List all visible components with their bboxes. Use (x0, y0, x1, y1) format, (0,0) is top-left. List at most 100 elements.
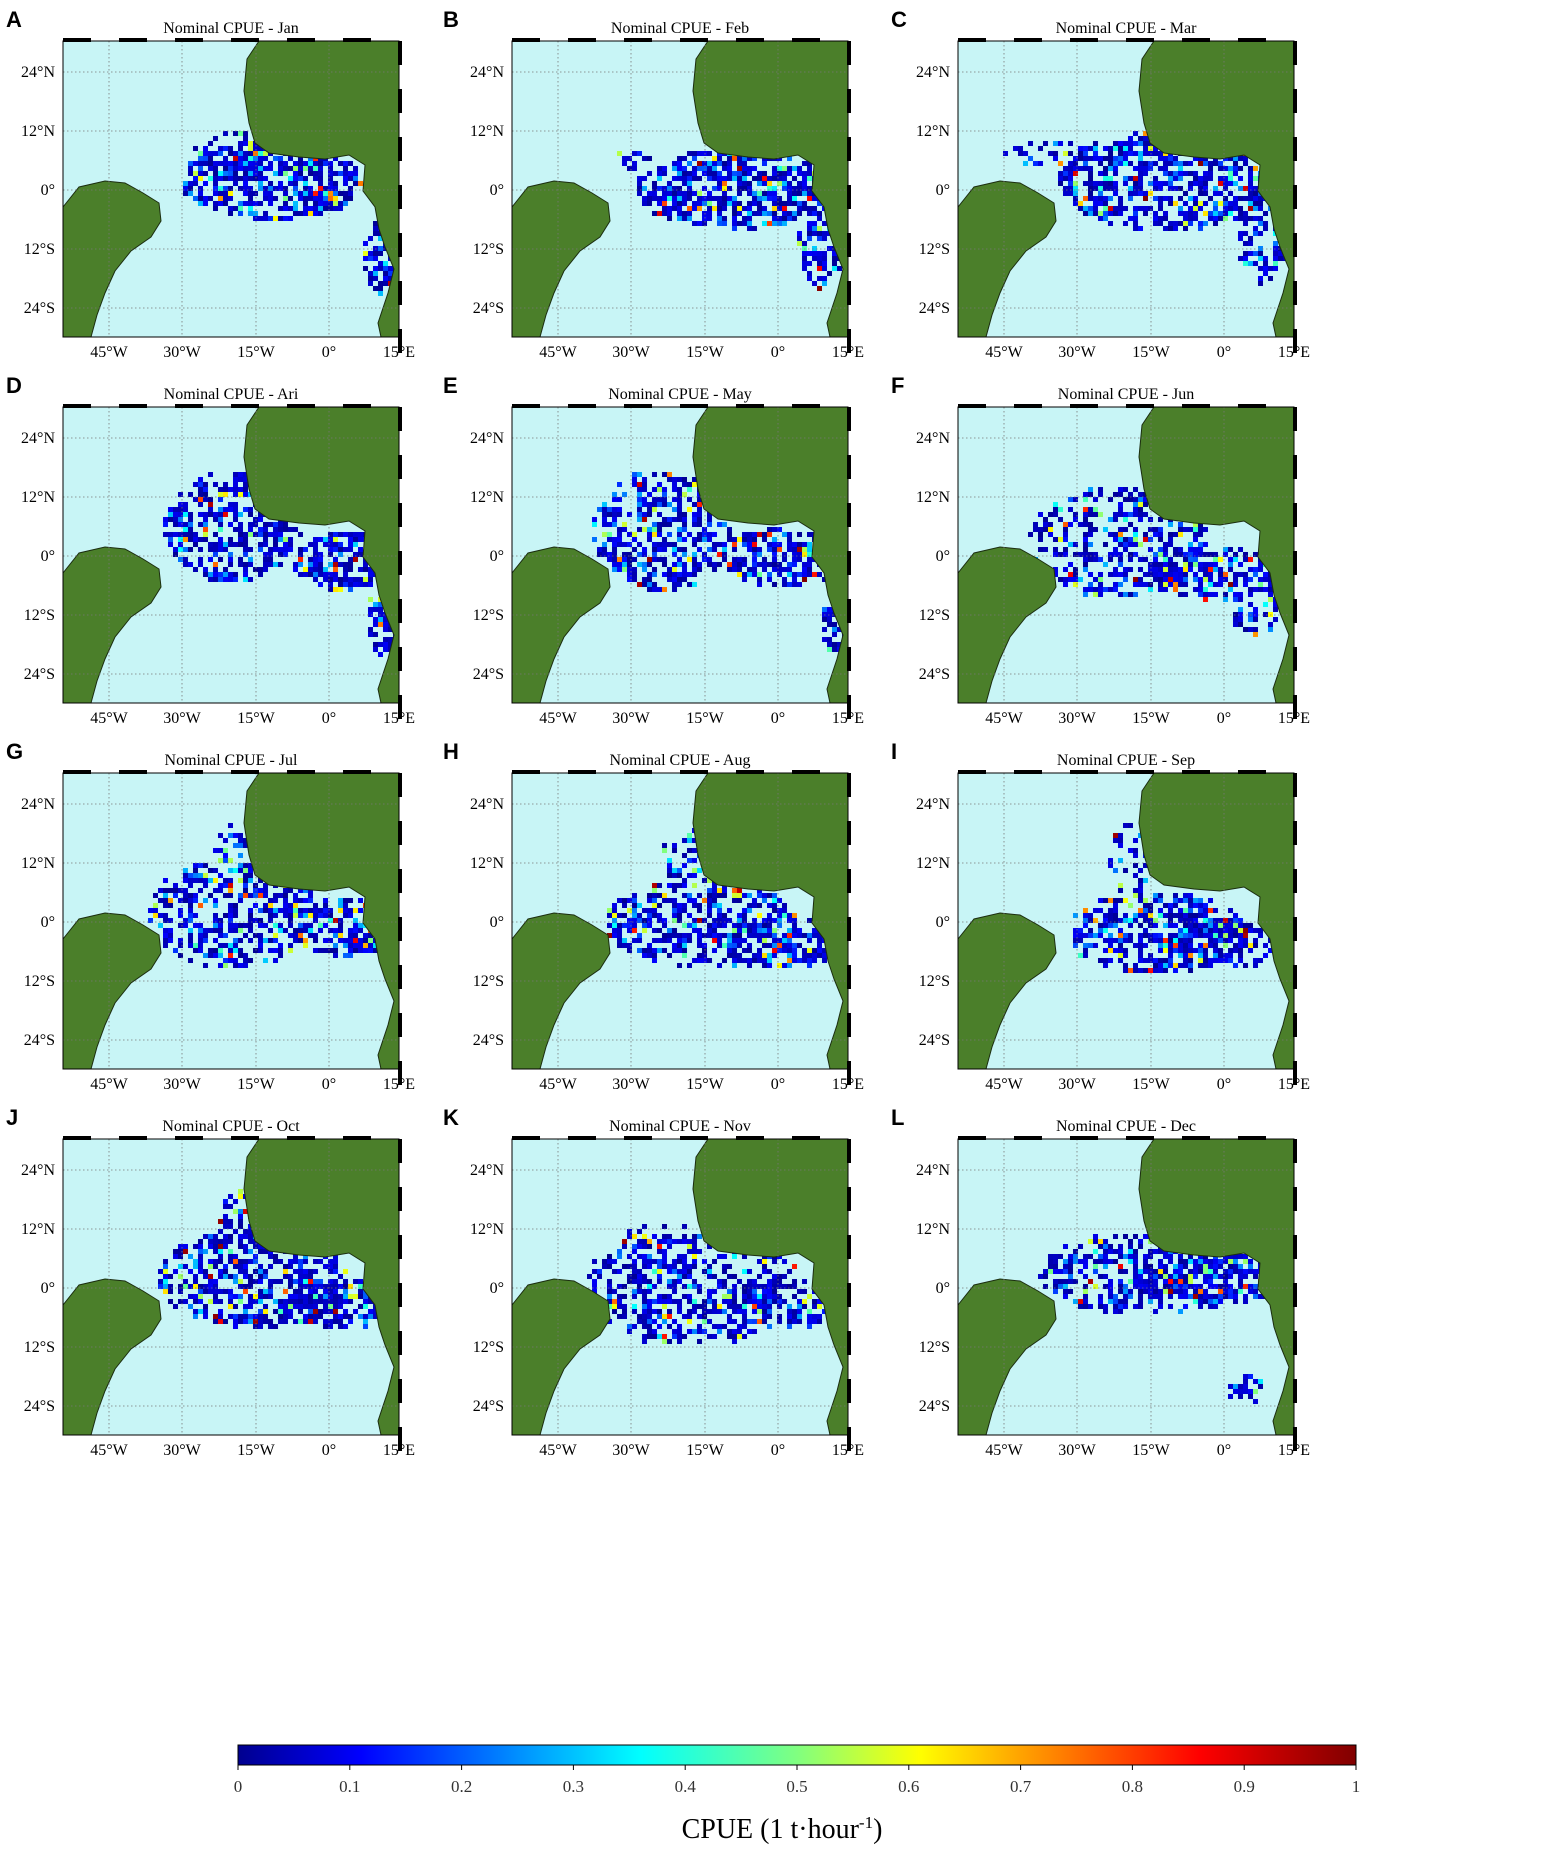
cpue-cell (343, 572, 348, 577)
cpue-cell (223, 482, 228, 487)
cpue-cell (837, 627, 842, 632)
cpue-cell (707, 1334, 712, 1339)
cpue-cell (198, 928, 203, 933)
cpue-cell (1168, 532, 1173, 537)
cpue-cell (1083, 908, 1088, 913)
cpue-cell (737, 181, 742, 186)
cpue-cell (298, 557, 303, 562)
cpue-cell (373, 602, 378, 607)
cpue-cell (1243, 256, 1248, 261)
cpue-cell (1043, 522, 1048, 527)
cpue-cell (727, 1304, 732, 1309)
cpue-cell (198, 943, 203, 948)
cpue-cell (253, 1269, 258, 1274)
cpue-cell (1263, 953, 1268, 958)
cpue-cell (248, 878, 253, 883)
cpue-cell (617, 542, 622, 547)
cpue-cell (642, 1254, 647, 1259)
cpue-cell (787, 567, 792, 572)
cpue-cell (218, 517, 223, 522)
cpue-cell (1088, 943, 1093, 948)
cpue-cell (178, 898, 183, 903)
cpue-cell (747, 226, 752, 231)
cpue-cell (737, 537, 742, 542)
cpue-cell (767, 903, 772, 908)
cpue-cell (253, 948, 258, 953)
cpue-cell (752, 537, 757, 542)
cpue-cell (343, 898, 348, 903)
cpue-cell (278, 156, 283, 161)
cpue-cell (1198, 186, 1203, 191)
cpue-cell (1138, 557, 1143, 562)
cpue-cell (682, 1234, 687, 1239)
cpue-cell (757, 1259, 762, 1264)
cpue-cell (832, 622, 837, 627)
cpue-cell (268, 938, 273, 943)
cpue-cell (742, 221, 747, 226)
cpue-cell (677, 532, 682, 537)
cpue-cell (288, 176, 293, 181)
cpue-cell (1273, 261, 1278, 266)
cpue-cell (1158, 151, 1163, 156)
cpue-cell (368, 251, 373, 256)
cpue-cell (348, 537, 353, 542)
cpue-cell (782, 582, 787, 587)
cpue-cell (348, 582, 353, 587)
cpue-cell (223, 1239, 228, 1244)
cpue-cell (1138, 176, 1143, 181)
cpue-cell (802, 958, 807, 963)
cpue-cell (657, 883, 662, 888)
cpue-cell (1188, 557, 1193, 562)
cpue-cell (283, 552, 288, 557)
cpue-cell (298, 898, 303, 903)
cpue-cell (308, 923, 313, 928)
cpue-cell (1223, 186, 1228, 191)
cpue-cell (173, 948, 178, 953)
cpue-cell (273, 156, 278, 161)
cpue-cell (767, 1269, 772, 1274)
cpue-cell (193, 873, 198, 878)
cpue-cell (1268, 577, 1273, 582)
cpue-cell (1128, 196, 1133, 201)
cpue-cell (1203, 918, 1208, 923)
cpue-cell (697, 1324, 702, 1329)
cpue-cell (1228, 211, 1233, 216)
cpue-cell (168, 542, 173, 547)
cpue-cell (258, 878, 263, 883)
cpue-cell (1128, 933, 1133, 938)
cpue-cell (677, 1304, 682, 1309)
cpue-cell (722, 196, 727, 201)
cpue-cell (198, 1249, 203, 1254)
cpue-cell (358, 552, 363, 557)
cpue-cell (373, 221, 378, 226)
cpue-cell (672, 1329, 677, 1334)
cpue-cell (1128, 146, 1133, 151)
cpue-cell (652, 928, 657, 933)
cpue-cell (213, 572, 218, 577)
lat-label: 24°N (21, 1162, 55, 1179)
cpue-cell (1058, 517, 1063, 522)
cpue-cell (707, 1244, 712, 1249)
cpue-cell (712, 923, 717, 928)
cpue-cell (323, 1319, 328, 1324)
cpue-cell (627, 552, 632, 557)
cpue-cell (1093, 497, 1098, 502)
cpue-cell (802, 948, 807, 953)
cpue-cell (617, 512, 622, 517)
cpue-cell (263, 176, 268, 181)
cpue-cell (1068, 572, 1073, 577)
cpue-cell (787, 933, 792, 938)
cpue-cell (328, 552, 333, 557)
cpue-cell (213, 1284, 218, 1289)
cpue-cell (1173, 186, 1178, 191)
cpue-cell (333, 1309, 338, 1314)
cpue-cell (338, 1314, 343, 1319)
lon-label: 15°E (1278, 710, 1310, 727)
cpue-cell (243, 883, 248, 888)
cpue-cell (223, 1224, 228, 1229)
cpue-cell (1178, 166, 1183, 171)
cpue-cell (727, 527, 732, 532)
cpue-cell (1258, 582, 1263, 587)
cpue-cell (707, 537, 712, 542)
